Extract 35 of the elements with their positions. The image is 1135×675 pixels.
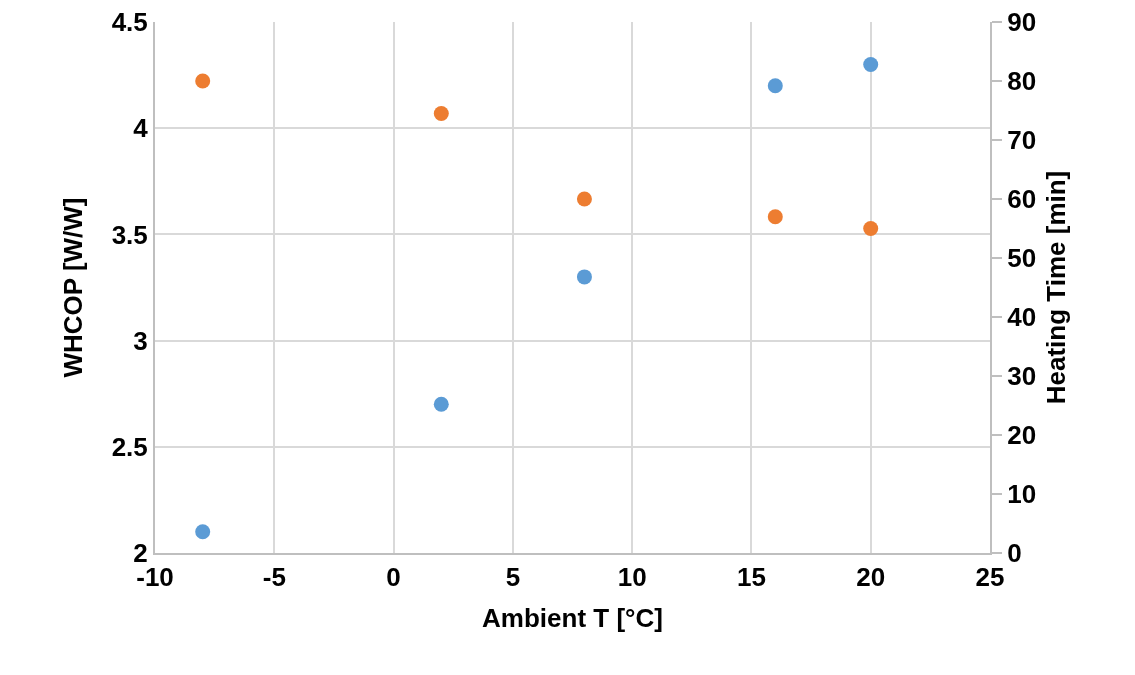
y2-tick-label: 20 <box>1007 420 1037 451</box>
x-tick-label: 15 <box>736 562 766 593</box>
point <box>433 105 449 121</box>
x-axis-title: Ambient T [°C] <box>482 603 663 634</box>
point <box>433 396 449 412</box>
y-tick-label: 3.5 <box>111 219 148 250</box>
point <box>195 524 211 540</box>
point <box>576 269 592 285</box>
y2-tick-label: 60 <box>1007 184 1037 215</box>
x-tick-label: 10 <box>617 562 647 593</box>
point <box>195 73 211 89</box>
y2-tick-label: 40 <box>1007 302 1037 333</box>
y2-axis-title: Heating Time [min] <box>1041 170 1072 405</box>
y2-tick-label: 0 <box>1007 538 1022 569</box>
y-tick-label: 4.5 <box>111 7 148 38</box>
y-tick-label: 3 <box>133 325 148 356</box>
point <box>576 191 592 207</box>
y2-tick-label: 80 <box>1007 66 1037 97</box>
y-tick-label: 2.5 <box>111 431 148 462</box>
y-axis-title: WHCOP [W/W] <box>57 197 88 378</box>
y2-tick-label: 70 <box>1007 125 1037 156</box>
y2-tick-label: 10 <box>1007 479 1037 510</box>
y2-tick-label: 50 <box>1007 243 1037 274</box>
x-tick-label: 25 <box>975 562 1005 593</box>
x-tick-label: -5 <box>262 562 286 593</box>
x-tick-label: 20 <box>856 562 886 593</box>
x-tick-label: 0 <box>386 562 401 593</box>
y-tick-label: 4 <box>133 113 149 144</box>
point <box>863 221 879 236</box>
y2-tick-label: 90 <box>1007 7 1037 38</box>
point <box>863 56 879 72</box>
y2-tick-label: 30 <box>1007 361 1037 392</box>
point <box>767 209 783 225</box>
point <box>767 78 783 94</box>
x-tick-label: 5 <box>505 562 521 593</box>
